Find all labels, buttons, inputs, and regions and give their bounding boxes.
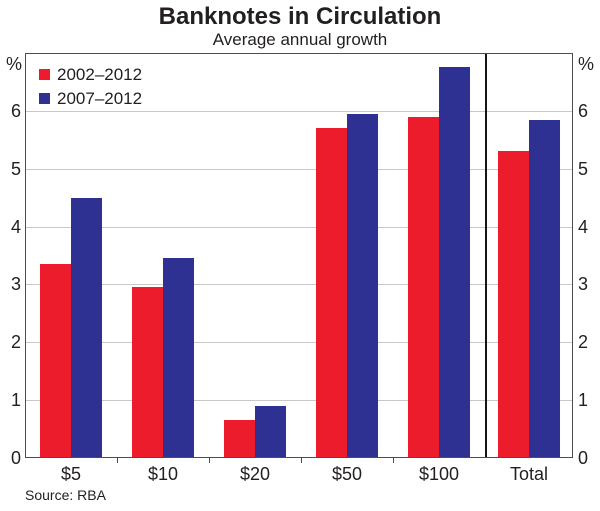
- y-tick-label-right-1: 1: [578, 390, 589, 411]
- y-tick-label-left-6: 6: [10, 100, 21, 121]
- x-axis-tick: [209, 458, 210, 463]
- legend-swatch-icon: [39, 69, 50, 80]
- x-category-label-Total: Total: [509, 464, 549, 484]
- legend-item-0: 2002–2012: [39, 66, 142, 83]
- gridline-5: [25, 168, 573, 170]
- bar-2007-2012-5: [71, 197, 102, 458]
- bar-2002-2012-Total: [498, 151, 529, 458]
- legend-item-1: 2007–2012: [39, 90, 142, 107]
- bar-2007-2012-100: [439, 67, 470, 458]
- legend-swatch-icon: [39, 93, 50, 104]
- x-axis-tick: [393, 458, 394, 463]
- x-category-label-20: $20: [239, 464, 271, 484]
- x-category-label-5: $5: [60, 464, 82, 484]
- bar-2002-2012-50: [316, 128, 347, 458]
- x-category-label-10: $10: [147, 464, 179, 484]
- bar-2007-2012-10: [163, 258, 194, 458]
- y-tick-label-right-0: 0: [578, 448, 589, 468]
- gridline-1: [25, 400, 573, 402]
- legend-label: 2002–2012: [57, 65, 143, 84]
- bar-2002-2012-20: [224, 420, 255, 458]
- y-tick-label-left-5: 5: [10, 158, 21, 179]
- gridline-4: [25, 226, 573, 228]
- bar-2002-2012-5: [40, 264, 71, 458]
- bar-2002-2012-100: [408, 116, 439, 458]
- y-tick-label-right-2: 2: [578, 332, 589, 353]
- bar-2002-2012-10: [132, 287, 163, 458]
- x-axis-tick: [301, 458, 302, 463]
- bar-2007-2012-Total: [529, 119, 560, 458]
- y-tick-label-right-5: 5: [578, 158, 589, 179]
- gridline-3: [25, 284, 573, 286]
- bar-2007-2012-50: [347, 113, 378, 458]
- y-tick-label-left-4: 4: [10, 216, 21, 237]
- gridline-2: [25, 342, 573, 344]
- bar-2007-2012-20: [255, 405, 286, 458]
- legend-label: 2007–2012: [57, 89, 143, 108]
- chart-subtitle: Average annual growth: [212, 30, 388, 49]
- x-category-label-50: $50: [331, 464, 363, 484]
- y-tick-label-left-0: 0: [10, 448, 21, 468]
- y-axis-unit-right: %: [578, 54, 595, 74]
- source-note: Source: RBA: [25, 487, 106, 503]
- y-tick-label-left-1: 1: [10, 390, 21, 411]
- y-tick-label-right-3: 3: [578, 274, 589, 295]
- chart-legend: 2002–2012 2007–2012: [39, 66, 142, 114]
- y-axis-unit-left: %: [5, 54, 22, 74]
- x-axis-tick: [117, 458, 118, 463]
- gridline-6: [25, 110, 573, 112]
- chart-title: Banknotes in Circulation: [158, 3, 442, 30]
- x-category-label-100: $100: [418, 464, 460, 484]
- total-separator-line: [485, 53, 487, 458]
- y-tick-label-right-4: 4: [578, 216, 589, 237]
- y-tick-label-left-3: 3: [10, 274, 21, 295]
- y-tick-label-left-2: 2: [10, 332, 21, 353]
- y-tick-label-right-6: 6: [578, 100, 589, 121]
- plot-area: [25, 53, 573, 458]
